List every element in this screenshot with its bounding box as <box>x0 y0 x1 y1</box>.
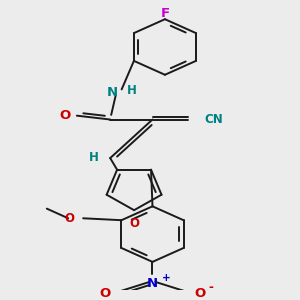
Text: N: N <box>147 277 158 290</box>
Text: O: O <box>99 287 110 300</box>
Text: O: O <box>60 109 71 122</box>
Text: O: O <box>195 287 206 300</box>
Text: F: F <box>160 7 169 20</box>
Text: O: O <box>64 212 74 225</box>
Text: H: H <box>127 84 136 97</box>
Text: CN: CN <box>205 113 224 126</box>
Text: +: + <box>161 273 170 284</box>
Text: O: O <box>129 217 139 230</box>
Text: H: H <box>89 151 99 164</box>
Text: N: N <box>106 86 118 99</box>
Text: -: - <box>208 281 213 294</box>
